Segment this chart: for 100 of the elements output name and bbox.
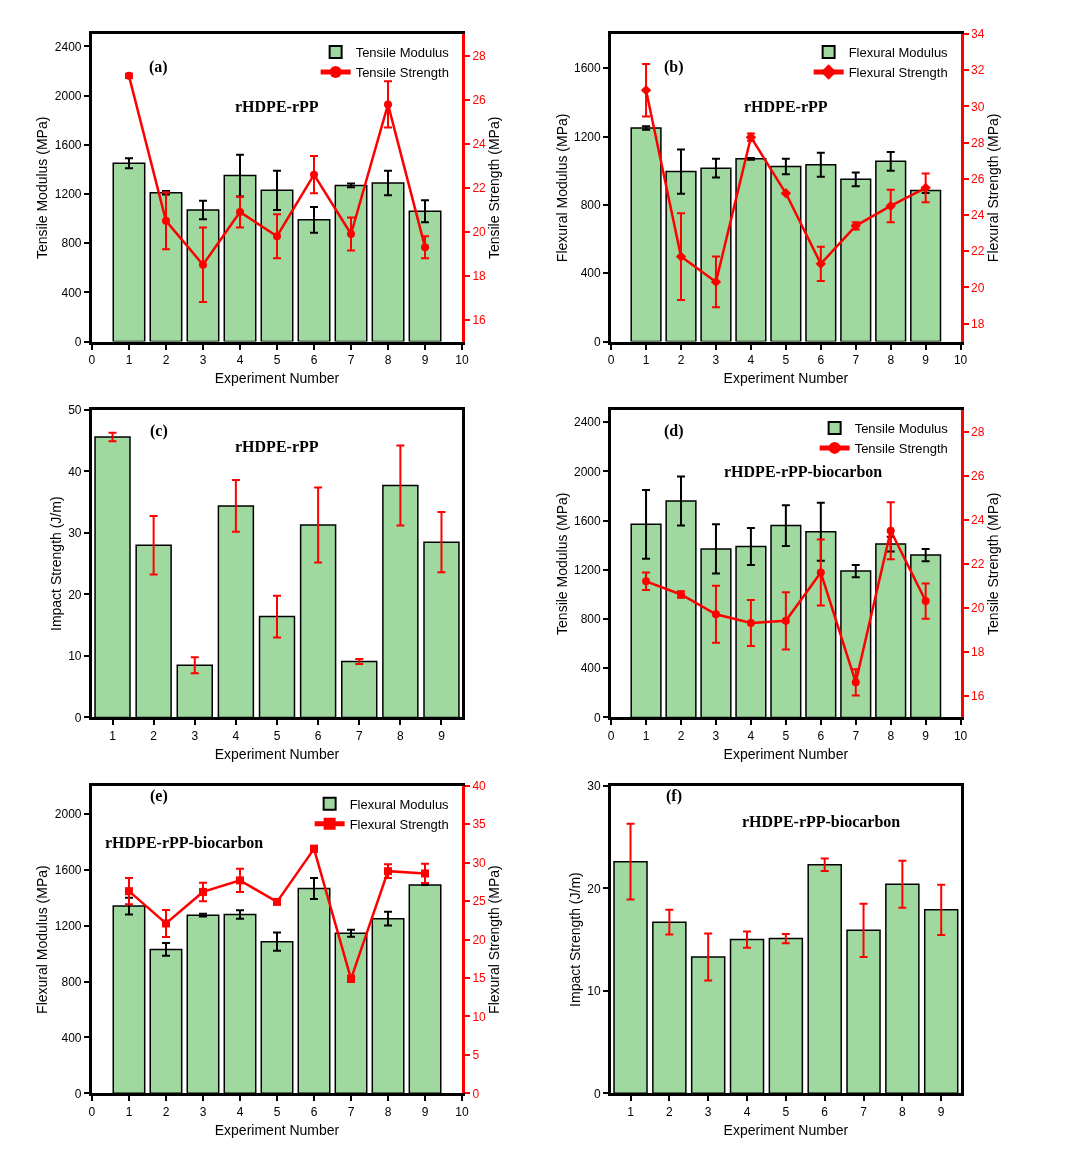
y-tick-label: 0 bbox=[74, 334, 82, 349]
x-axis-title: Experiment Number bbox=[214, 1122, 340, 1139]
y2-tick-label: 30 bbox=[472, 855, 487, 870]
x-tick-label: 9 bbox=[438, 728, 446, 743]
y-axis-title: Impact Strength (J/m) bbox=[566, 872, 583, 1007]
x-tick-label: 0 bbox=[607, 353, 615, 368]
y-tick-label: 1600 bbox=[54, 862, 82, 877]
annotation: rHDPE-rPP-biocarbon bbox=[724, 463, 883, 480]
bar bbox=[217, 505, 255, 718]
y-tick-label: 2400 bbox=[54, 39, 82, 54]
x-tick-label: 6 bbox=[310, 353, 318, 368]
y-tick-label: 40 bbox=[68, 464, 82, 479]
y-tick-label: 0 bbox=[74, 1086, 82, 1101]
y-axis-title: Tensile Modulus (MPa) bbox=[34, 116, 51, 260]
y-tick-label: 1600 bbox=[574, 513, 602, 528]
legend-label: Tensile Strength bbox=[355, 65, 449, 81]
x-tick-label: 5 bbox=[782, 1104, 790, 1119]
x-tick-label: 2 bbox=[162, 353, 170, 368]
y2-tick-label: 25 bbox=[472, 894, 487, 909]
x-tick-label: 9 bbox=[922, 728, 930, 743]
y-tick-label: 1200 bbox=[54, 187, 82, 202]
y-tick-label: 2000 bbox=[54, 806, 82, 821]
point bbox=[384, 867, 393, 876]
y2-tick-label: 20 bbox=[472, 932, 487, 947]
x-tick-label: 7 bbox=[852, 728, 860, 743]
y-tick-label: 1200 bbox=[574, 563, 602, 578]
x-tick-label: 5 bbox=[273, 353, 281, 368]
y-tick-label: 10 bbox=[68, 649, 82, 664]
y2-tick-label: 26 bbox=[472, 93, 487, 108]
legend-label: Flexural Modulus bbox=[349, 796, 450, 812]
bar bbox=[176, 664, 213, 718]
annotation: rHDPE-rPP bbox=[235, 98, 319, 115]
x-axis-title: Experiment Number bbox=[723, 1122, 849, 1139]
x-tick-label: 3 bbox=[712, 353, 720, 368]
y2-tick-label: 20 bbox=[971, 600, 985, 615]
bar bbox=[341, 660, 378, 718]
y2-tick-label: 16 bbox=[971, 688, 985, 703]
y-tick-label: 400 bbox=[580, 266, 602, 281]
y-tick-label: 10 bbox=[587, 984, 602, 999]
legend-label: Flexural Strength bbox=[349, 816, 449, 832]
x-tick-label: 8 bbox=[384, 353, 392, 368]
point bbox=[675, 251, 687, 262]
y2-tick-label: 35 bbox=[472, 817, 487, 832]
bar bbox=[729, 938, 765, 1094]
y2-tick-label: 20 bbox=[472, 224, 487, 239]
point bbox=[851, 678, 860, 687]
x-tick-label: 5 bbox=[782, 728, 790, 743]
x-tick-label: 4 bbox=[747, 728, 755, 743]
bar bbox=[299, 524, 337, 718]
x-tick-label: 9 bbox=[421, 1104, 429, 1119]
annotation: (d) bbox=[664, 422, 684, 440]
x-tick-label: 0 bbox=[88, 353, 96, 368]
y2-tick-label: 0 bbox=[472, 1086, 480, 1101]
y2-tick-label: 34 bbox=[971, 27, 985, 42]
annotation: (f) bbox=[666, 787, 682, 805]
y2-tick-label: 32 bbox=[971, 63, 985, 78]
y2-tick-label: 28 bbox=[971, 135, 985, 150]
point bbox=[746, 619, 755, 628]
x-tick-label: 7 bbox=[347, 353, 355, 368]
legend-label: Tensile Strength bbox=[854, 440, 948, 456]
y-tick-label: 50 bbox=[68, 403, 82, 418]
x-tick-label: 10 bbox=[455, 1104, 470, 1119]
point bbox=[920, 182, 931, 194]
point bbox=[161, 919, 170, 928]
x-tick-label: 5 bbox=[782, 353, 790, 368]
bar bbox=[807, 864, 842, 1094]
point bbox=[421, 869, 430, 878]
y2-axis-title: Tensile Strength (MPa) bbox=[984, 492, 1001, 635]
y-tick-label: 800 bbox=[61, 974, 82, 989]
x-tick-label: 2 bbox=[666, 1104, 674, 1119]
bar bbox=[382, 484, 419, 718]
x-tick-label: 6 bbox=[817, 728, 825, 743]
x-axis-title: Experiment Number bbox=[214, 370, 340, 387]
y-tick-label: 0 bbox=[594, 334, 602, 349]
legend-label: Flexural Modulus bbox=[848, 45, 949, 61]
x-axis-title: Experiment Number bbox=[214, 746, 340, 763]
y2-tick-label: 22 bbox=[971, 244, 985, 259]
x-tick-label: 0 bbox=[88, 1104, 96, 1119]
y-tick-label: 2000 bbox=[574, 464, 602, 479]
y2-tick-label: 16 bbox=[472, 312, 487, 327]
x-tick-label: 2 bbox=[150, 728, 158, 743]
bar bbox=[258, 615, 296, 718]
point bbox=[885, 200, 896, 212]
x-tick-label: 3 bbox=[199, 353, 207, 368]
y2-tick-label: 24 bbox=[971, 512, 985, 527]
y2-tick-label: 18 bbox=[971, 644, 985, 659]
x-axis-title: Experiment Number bbox=[723, 746, 849, 763]
annotation: rHDPE-rPP bbox=[744, 98, 828, 115]
y-axis-title: Impact Strength (J/m) bbox=[47, 496, 64, 632]
y2-tick-label: 5 bbox=[472, 1048, 480, 1063]
bar bbox=[690, 956, 726, 1094]
y-tick-label: 2000 bbox=[54, 88, 82, 103]
y-tick-label: 400 bbox=[61, 1030, 82, 1045]
y2-axis-title: Tensile Strength (MPa) bbox=[486, 116, 503, 260]
y2-axis-title: Flexural Strength (MPa) bbox=[486, 865, 503, 1014]
x-tick-label: 9 bbox=[937, 1104, 945, 1119]
legend-label: Flexural Strength bbox=[848, 65, 948, 81]
bar bbox=[923, 909, 959, 1094]
y-tick-label: 1200 bbox=[54, 918, 82, 933]
legend-label: Tensile Modulus bbox=[854, 421, 949, 437]
